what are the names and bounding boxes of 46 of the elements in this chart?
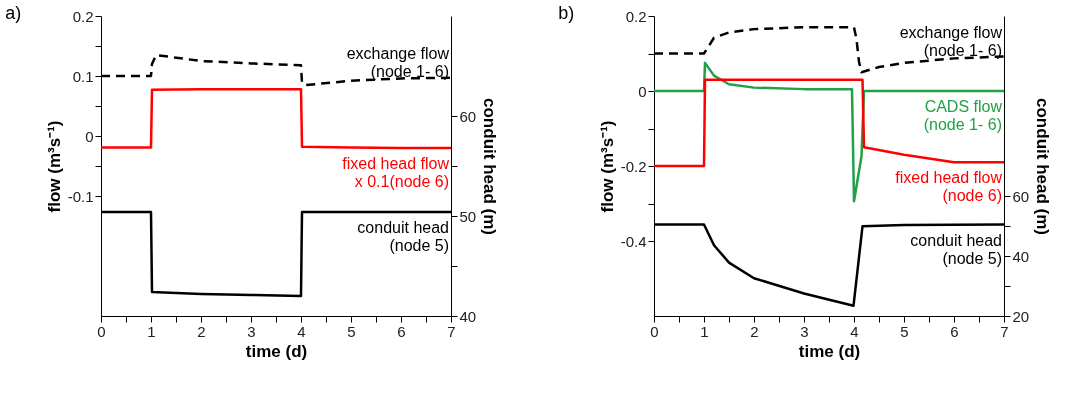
series-label: conduit head (node 5) [910,231,1002,267]
x-tick-label: 2 [197,322,206,340]
x-tick-label: 7 [447,322,456,340]
series-label: conduit head (node 5) [357,219,449,254]
x-tick-label: 2 [750,322,759,340]
x-tick-label: 4 [297,322,306,340]
y-axis-title: flow (m³s⁻¹) [44,120,64,213]
y2-axis-title: conduit head (m) [1033,98,1053,235]
x-tick-label: 0 [97,322,106,340]
y-tick-label: -0.1 [67,187,94,205]
y2-tick-label: 40 [459,307,477,325]
y-axis-title: flow (m³s⁻¹) [597,120,617,213]
y-tick-label: 0.1 [72,67,94,85]
series-label: fixed head flow (node 6) [895,169,1003,205]
x-tick-label: 6 [950,322,959,340]
x-tick-label: 6 [397,322,406,340]
y-tick-label: 0.2 [72,7,94,25]
x-tick-label: 4 [850,322,859,340]
line-series [101,87,451,150]
y2-tick-label: 40 [1012,247,1030,265]
y2-tick-label: 50 [459,207,477,225]
line-series [654,78,1004,168]
x-axis-title: time (d) [245,341,308,361]
series-label: CADS flow (node 1- 6) [923,98,1003,133]
series-label: exchange flow (node 1- 6) [899,23,1003,59]
x-tick-label: 1 [147,322,156,340]
chart-title: b) [558,3,575,23]
x-tick-label: 5 [900,322,909,340]
y-tick-label: 0 [85,127,94,145]
x-tick-label: 5 [347,322,356,340]
x-axis-title: time (d) [798,341,861,361]
y-tick-label: 0 [638,82,647,100]
y2-tick-label: 60 [459,107,477,125]
x-tick-label: 3 [247,322,256,340]
x-tick-label: 1 [700,322,709,340]
x-tick-label: 7 [1000,322,1009,340]
y2-axis-title: conduit head (m) [480,98,500,235]
y2-tick-label: 20 [1012,307,1030,325]
x-tick-label: 0 [650,322,659,340]
y2-tick-label: 60 [1012,187,1030,205]
y-tick-label: 0.2 [625,7,647,25]
series-label: fixed head flow x 0.1(node 6) [342,155,450,190]
x-tick-label: 3 [800,322,809,340]
y-tick-label: -0.4 [620,232,647,250]
chart-title: a) [5,3,22,23]
y-tick-label: -0.2 [620,157,647,175]
